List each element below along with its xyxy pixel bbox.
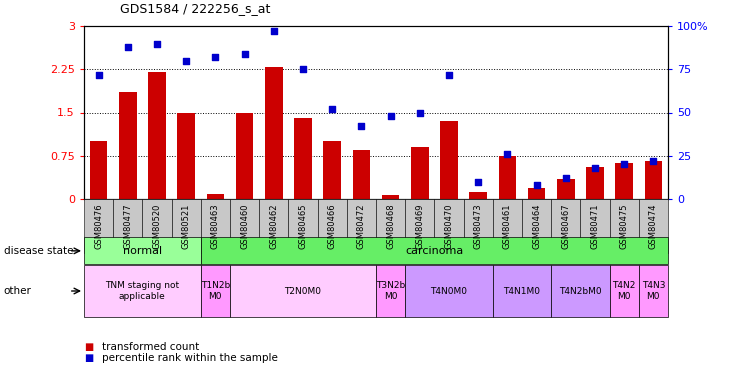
Text: T3N2b
M0: T3N2b M0 <box>376 281 405 301</box>
Bar <box>90 141 107 199</box>
Text: GSM80460: GSM80460 <box>240 203 249 249</box>
Bar <box>236 112 253 199</box>
Text: GSM80472: GSM80472 <box>357 203 366 249</box>
Bar <box>265 66 283 199</box>
Text: GSM80461: GSM80461 <box>503 203 512 249</box>
Text: GSM80520: GSM80520 <box>153 203 161 249</box>
Point <box>268 28 280 34</box>
Text: T4N1M0: T4N1M0 <box>504 286 540 296</box>
Point <box>210 54 221 60</box>
Point <box>648 158 659 164</box>
Point <box>414 110 426 116</box>
Text: GSM80469: GSM80469 <box>415 203 424 249</box>
Text: GSM80468: GSM80468 <box>386 203 395 249</box>
Bar <box>119 92 137 199</box>
Text: GSM80471: GSM80471 <box>591 203 599 249</box>
Text: GSM80474: GSM80474 <box>649 203 658 249</box>
Text: GSM80462: GSM80462 <box>269 203 278 249</box>
Text: GSM80477: GSM80477 <box>123 203 132 249</box>
Text: T4N2
M0: T4N2 M0 <box>612 281 636 301</box>
Text: T2N0M0: T2N0M0 <box>285 286 321 296</box>
Text: GSM80521: GSM80521 <box>182 203 191 249</box>
Text: T4N0M0: T4N0M0 <box>431 286 467 296</box>
Point <box>589 165 601 171</box>
Text: percentile rank within the sample: percentile rank within the sample <box>102 353 278 363</box>
Point <box>531 182 542 188</box>
Point <box>385 113 396 119</box>
Point <box>356 123 367 129</box>
Text: ■: ■ <box>84 342 93 352</box>
Text: TNM staging not
applicable: TNM staging not applicable <box>105 281 180 301</box>
Text: GSM80464: GSM80464 <box>532 203 541 249</box>
Text: GSM80470: GSM80470 <box>445 203 453 249</box>
Point <box>618 161 630 167</box>
Bar <box>148 72 166 199</box>
Text: GSM80463: GSM80463 <box>211 203 220 249</box>
Bar <box>353 150 370 199</box>
Text: transformed count: transformed count <box>102 342 199 352</box>
Bar <box>586 167 604 199</box>
Text: GSM80473: GSM80473 <box>474 203 483 249</box>
Bar <box>615 163 633 199</box>
Text: GSM80476: GSM80476 <box>94 203 103 249</box>
Bar <box>411 147 429 199</box>
Point <box>151 40 163 46</box>
Point <box>93 72 104 78</box>
Bar <box>294 118 312 199</box>
Bar <box>382 195 399 199</box>
Text: GDS1584 / 222256_s_at: GDS1584 / 222256_s_at <box>120 2 271 15</box>
Text: GSM80467: GSM80467 <box>561 203 570 249</box>
Text: GSM80475: GSM80475 <box>620 203 629 249</box>
Point <box>326 106 338 112</box>
Point <box>560 175 572 181</box>
Bar <box>207 194 224 199</box>
Point <box>122 44 134 50</box>
Bar <box>499 156 516 199</box>
Text: carcinoma: carcinoma <box>405 246 464 256</box>
Bar <box>469 192 487 199</box>
Text: disease state: disease state <box>4 246 73 256</box>
Text: GSM80465: GSM80465 <box>299 203 307 249</box>
Bar <box>645 161 662 199</box>
Bar <box>528 188 545 199</box>
Point <box>297 66 309 72</box>
Point <box>180 58 192 64</box>
Point <box>239 51 250 57</box>
Point <box>472 178 484 184</box>
Text: T4N3
M0: T4N3 M0 <box>642 281 665 301</box>
Text: normal: normal <box>123 246 162 256</box>
Text: other: other <box>4 286 31 296</box>
Text: ■: ■ <box>84 353 93 363</box>
Text: T4N2bM0: T4N2bM0 <box>559 286 602 296</box>
Text: T1N2b
M0: T1N2b M0 <box>201 281 230 301</box>
Bar <box>323 141 341 199</box>
Bar <box>177 112 195 199</box>
Bar <box>557 178 575 199</box>
Text: GSM80466: GSM80466 <box>328 203 337 249</box>
Point <box>443 72 455 78</box>
Point <box>502 151 513 157</box>
Bar <box>440 121 458 199</box>
